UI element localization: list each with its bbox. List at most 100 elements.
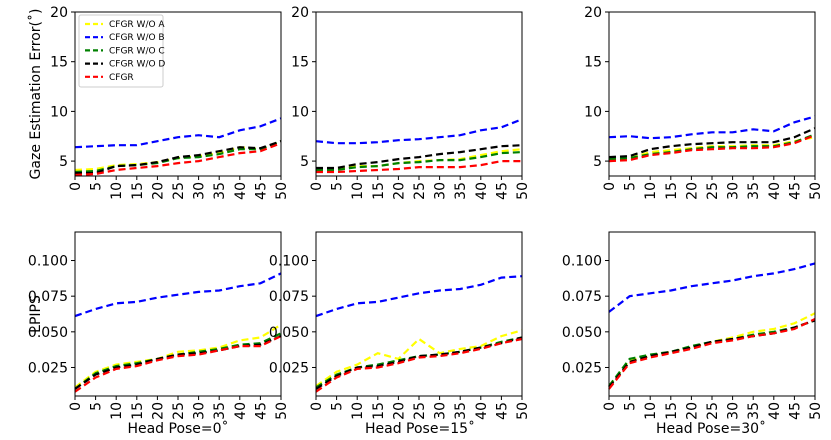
y-tick-label: 10 <box>291 104 309 120</box>
y-tick-label: 0.050 <box>28 325 68 341</box>
series-cfgr-w-o-a <box>608 312 816 387</box>
x-tick-label: 20 <box>684 402 700 420</box>
series-cfgr-w-o-a <box>74 323 282 389</box>
x-tick-label: 15 <box>130 402 146 420</box>
x-tick-label: 10 <box>350 402 366 420</box>
x-tick-label: 35 <box>746 182 762 200</box>
y-tick-label: 20 <box>50 5 68 21</box>
series-cfgr-w-o-a <box>315 329 523 387</box>
x-tick-label: 35 <box>453 182 469 200</box>
y-tick-label: 0.100 <box>269 254 309 270</box>
x-tick-label: 0 <box>602 402 618 411</box>
panel-bottom-0: 0.025 0.050 0.075 0.100 0 5 10 15 20 25 30 35 40 45 50 <box>28 231 290 420</box>
x-tick-label: 40 <box>767 402 783 420</box>
x-tick-label: 10 <box>109 182 125 200</box>
x-tick-label: 25 <box>171 182 187 200</box>
axes-frame <box>608 11 816 177</box>
x-tick-label: 5 <box>89 402 105 411</box>
x-tick-label: 15 <box>371 182 387 200</box>
x-tick-label: 5 <box>330 182 346 191</box>
x-tick-label: 10 <box>109 402 125 420</box>
series-cfgr-w-o-d <box>75 140 282 175</box>
x-tick-label: 5 <box>89 182 105 191</box>
legend-label: CFGR W/O A <box>109 20 165 30</box>
x-tick-label: 45 <box>253 402 269 420</box>
x-tick-label: 25 <box>705 182 721 200</box>
panel-bottom-1: 0.025 0.050 0.075 0.100 0 5 10 15 20 25 30 35 40 45 50 <box>269 231 531 420</box>
x-tick-label: 50 <box>515 182 531 200</box>
x-tick-label: 30 <box>726 402 742 420</box>
x-tick-label: 0 <box>309 182 325 191</box>
x-label-2: Head Pose=30˚ <box>656 420 766 437</box>
x-tick-label: 30 <box>433 402 449 420</box>
legend-label: CFGR <box>109 73 134 83</box>
x-tick-label: 50 <box>274 182 290 200</box>
x-tick-label: 5 <box>623 182 639 191</box>
x-tick-label: 0 <box>309 402 325 411</box>
x-label-0: Head Pose=0˚ <box>127 420 228 437</box>
x-tick-label: 20 <box>391 402 407 420</box>
series-cfgr-w-o-b <box>74 117 282 149</box>
y-tick-label: 0.100 <box>28 254 68 270</box>
series-cfgr-w-o-b <box>315 118 523 145</box>
x-tick-label: 45 <box>253 182 269 200</box>
x-tick-label: 15 <box>664 402 680 420</box>
x-tick-label: 5 <box>623 402 639 411</box>
series-cfgr-w-o-b <box>74 272 282 318</box>
x-tick-label: 45 <box>787 402 803 420</box>
x-label-1: Head Pose=15˚ <box>365 420 475 437</box>
x-tick-label: 45 <box>494 182 510 200</box>
y-tick-label: 0.075 <box>269 289 309 305</box>
x-tick-label: 10 <box>643 182 659 200</box>
x-tick-label: 0 <box>68 402 84 411</box>
x-tick-label: 50 <box>808 182 824 200</box>
x-tick-label: 10 <box>350 182 366 200</box>
x-tick-label: 20 <box>150 182 166 200</box>
y-tick-label: 0.025 <box>562 360 602 376</box>
y-tick-label: 5 <box>300 154 309 170</box>
series-cfgr-w-o-d <box>316 144 523 170</box>
x-tick-label: 40 <box>474 402 490 420</box>
x-tick-label: 35 <box>746 402 762 420</box>
x-tick-label: 35 <box>212 182 228 200</box>
series-cfgr <box>74 142 282 177</box>
x-tick-label: 25 <box>171 402 187 420</box>
series-cfgr <box>315 337 523 393</box>
legend: CFGR W/O A CFGR W/O B CFGR W/O C CFGR W/O D… <box>78 14 165 88</box>
series-cfgr-w-o-c <box>608 133 816 161</box>
x-tick-label: 15 <box>371 402 387 420</box>
x-tick-label: 40 <box>233 402 249 420</box>
legend-label: CFGR W/O D <box>109 60 165 70</box>
series-cfgr <box>608 134 816 163</box>
y-tick-label: 0.075 <box>28 289 68 305</box>
series-cfgr-w-o-a <box>74 140 282 172</box>
y-tick-label: 15 <box>584 55 602 71</box>
y-tick-label: 15 <box>291 55 309 71</box>
series-cfgr-w-o-c <box>316 151 523 172</box>
series-cfgr-w-o-d <box>608 127 816 159</box>
x-tick-label: 35 <box>453 402 469 420</box>
x-tick-label: 40 <box>767 182 783 200</box>
y-tick-label: 5 <box>59 154 68 170</box>
x-tick-label: 30 <box>433 182 449 200</box>
x-tick-label: 40 <box>474 182 490 200</box>
y-label-bottom: LPIPS <box>28 295 44 333</box>
axes-frame <box>608 231 816 397</box>
y-tick-label: 20 <box>584 5 602 21</box>
panel-bottom-2: 0.025 0.050 0.075 0.100 0 5 10 15 20 25 30 35 40 45 50 <box>562 231 824 420</box>
x-tick-label: 45 <box>787 182 803 200</box>
y-label-top: Gaze Estimation Error(˚) <box>27 9 44 180</box>
y-tick-label: 0.050 <box>562 325 602 341</box>
x-tick-label: 35 <box>212 402 228 420</box>
y-tick-label: 20 <box>291 5 309 21</box>
x-tick-label: 30 <box>192 182 208 200</box>
series-cfgr-w-o-d <box>315 336 523 390</box>
x-tick-label: 20 <box>391 182 407 200</box>
x-tick-label: 5 <box>330 402 346 411</box>
x-tick-label: 25 <box>705 402 721 420</box>
legend-box <box>78 14 164 88</box>
series-cfgr-w-o-b <box>315 275 523 318</box>
